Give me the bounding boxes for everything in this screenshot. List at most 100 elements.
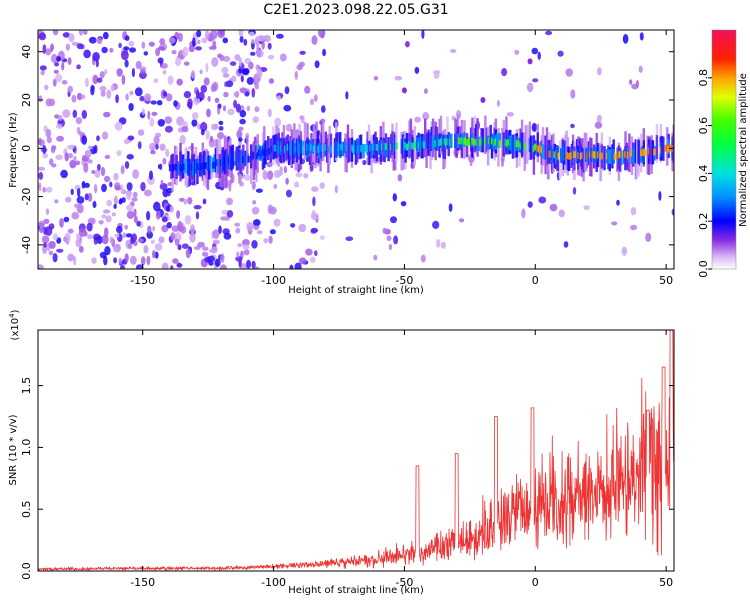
heatmap-ridge-cell — [539, 145, 542, 152]
heatmap-noise-cell — [129, 47, 136, 53]
heatmap-noise-cell — [50, 145, 56, 154]
heatmap-ridge-cell — [424, 118, 427, 158]
heatmap-ridge-cell — [322, 122, 325, 162]
heatmap-ridge-cell — [197, 163, 201, 171]
heatmap-ridge-cell — [420, 136, 423, 152]
heatmap-ridge-cell — [260, 150, 263, 158]
snr-series-line — [38, 330, 674, 571]
heatmap-ridge-cell — [329, 145, 333, 153]
heatmap-noise-cell — [116, 225, 123, 234]
heatmap-ridge-cell — [255, 145, 258, 160]
heatmap-noise-cell — [205, 30, 210, 40]
heatmap-ridge-cell — [188, 158, 191, 183]
heatmap-noise-cell — [218, 225, 222, 234]
heatmap-ridge-cell — [643, 149, 647, 157]
heatmap-x-tick-label: -100 — [261, 274, 286, 287]
heatmap-ridge-cell — [484, 115, 487, 155]
heatmap-noise-cell — [97, 163, 101, 171]
snr-x-tick-label: -100 — [261, 576, 286, 589]
heatmap-ridge-cell — [187, 161, 190, 176]
heatmap-ridge-cell — [227, 157, 231, 164]
snr-y-axis-label: SNR (10 * v/v) — [8, 414, 19, 485]
heatmap-noise-cell — [166, 205, 171, 212]
heatmap-ridge-cell — [405, 143, 409, 151]
heatmap-noise-cell — [156, 100, 163, 106]
heatmap-noise-cell — [53, 69, 59, 74]
heatmap-ridge-cell — [590, 147, 593, 163]
heatmap-noise-cell — [135, 264, 144, 269]
heatmap-ridge-cell — [422, 141, 426, 149]
heatmap-noise-cell — [65, 43, 70, 51]
heatmap-ridge-cell — [394, 137, 397, 152]
heatmap-ridge-cell — [611, 144, 614, 169]
heatmap-ridge-cell — [403, 136, 406, 151]
snr-y-tick-label: 0.0 — [20, 562, 33, 580]
heatmap-noise-cell — [99, 71, 105, 79]
heatmap-ridge-cell — [348, 137, 351, 162]
heatmap-ridge-cell — [469, 127, 473, 152]
heatmap-ridge-cell — [274, 144, 278, 152]
heatmap-noise-cell — [121, 74, 126, 85]
heatmap-ridge-cell — [638, 141, 642, 166]
heatmap-noise-cell — [61, 80, 68, 85]
heatmap-noise-cell — [103, 255, 108, 266]
heatmap-noise-cell — [267, 42, 272, 50]
heatmap-y-tick-label: 40 — [20, 45, 33, 59]
heatmap-ridge-cell — [328, 146, 331, 153]
heatmap-noise-cell — [228, 182, 232, 192]
heatmap-noise-cell — [309, 256, 316, 263]
heatmap-ridge-cell — [442, 134, 445, 159]
heatmap-y-tick-label: 20 — [20, 93, 33, 107]
heatmap-noise-cell — [458, 218, 465, 223]
heatmap-ridge-cell — [485, 127, 488, 152]
heatmap-ridge-cell — [297, 138, 300, 153]
heatmap-noise-cell — [133, 240, 138, 247]
heatmap-noise-cell — [43, 242, 47, 248]
heatmap-noise-cell — [102, 31, 109, 40]
heatmap-noise-cell — [303, 173, 309, 179]
heatmap-ridge-cell — [607, 149, 610, 164]
snr-y-tick-label: 1.0 — [20, 439, 33, 457]
heatmap-noise-cell — [268, 235, 273, 244]
heatmap-noise-cell — [250, 51, 256, 56]
heatmap-noise-cell — [147, 110, 151, 120]
heatmap-noise-cell — [143, 93, 152, 102]
heatmap-noise-cell — [312, 196, 316, 207]
heatmap-noise-cell — [131, 67, 135, 78]
heatmap-x-ticks: -150 -100 -50 0 50 — [130, 30, 673, 287]
heatmap-noise-cell — [54, 62, 59, 67]
heatmap-ridge-cell — [195, 159, 198, 174]
heatmap-noise-cell — [148, 41, 155, 47]
heatmap-ridge-cell — [278, 141, 282, 156]
heatmap-noise-cell — [222, 73, 230, 78]
heatmap-noise-cell — [273, 184, 278, 189]
heatmap-ridge-cell — [416, 136, 419, 151]
heatmap-ridge-cell — [404, 141, 407, 149]
heatmap-ridge-cell — [624, 151, 627, 158]
heatmap-noise-cell — [305, 248, 313, 256]
heatmap-noise-cell — [286, 189, 292, 198]
heatmap-noise-cell — [87, 159, 93, 164]
colorbar-gradient — [712, 30, 736, 269]
heatmap-ridge-cell — [209, 155, 212, 171]
heatmap-noise-cell — [432, 70, 441, 75]
heatmap-ridge-cell — [382, 137, 385, 162]
heatmap-ridge-cell — [370, 143, 373, 159]
heatmap-ridge-cell — [246, 135, 249, 175]
heatmap-ridge-cell — [337, 144, 341, 152]
heatmap-ridge-cell — [595, 146, 598, 161]
heatmap-ridge-cell — [534, 143, 537, 151]
heatmap-noise-cell — [299, 257, 307, 265]
heatmap-noise-cell — [143, 245, 149, 254]
heatmap-noise-cell — [254, 83, 259, 90]
heatmap-ridge-cell — [208, 155, 211, 180]
heatmap-ridge-cell — [208, 160, 211, 168]
heatmap-noise-cell — [63, 216, 70, 223]
heatmap-ridge-cell — [339, 143, 342, 159]
heatmap-ridge-cell — [354, 140, 358, 165]
heatmap-noise-cell — [140, 68, 146, 74]
heatmap-noise-cell — [75, 238, 82, 248]
heatmap-noise-cell — [203, 77, 210, 86]
heatmap-noise-cell — [113, 204, 117, 209]
heatmap-noise-cell — [177, 32, 183, 42]
